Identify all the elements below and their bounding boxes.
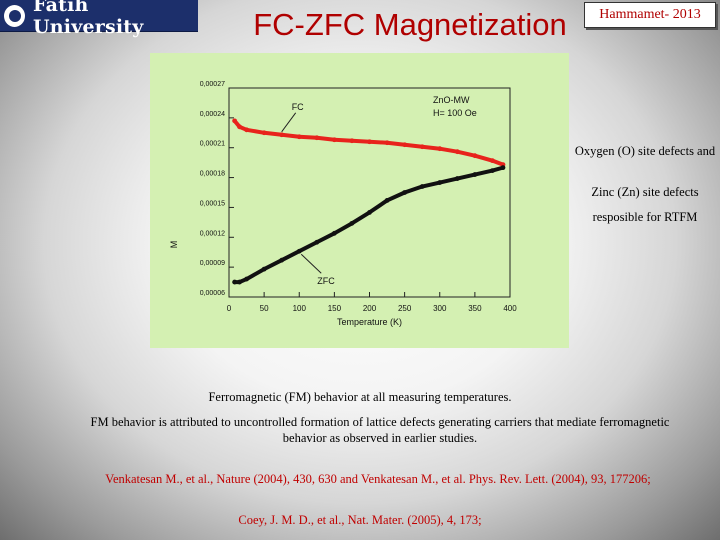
reference-coey: Coey, J. M. D., et al., Nat. Mater. (200…	[238, 513, 482, 527]
data-point-fc	[232, 118, 238, 124]
data-point-fc	[261, 130, 267, 136]
slide-title: FC-ZFC Magnetization	[253, 7, 567, 42]
data-point-fc	[490, 158, 495, 164]
data-point-zfc	[472, 172, 478, 177]
data-point-zfc	[500, 165, 506, 171]
y-tick-label: 0,00015	[200, 200, 225, 207]
side-note-zinc: Zinc (Zn) site defects	[591, 185, 699, 199]
reference-venkatesan: Venkatesan M., et al., Nature (2004), 43…	[105, 472, 651, 486]
series-line-zfc	[232, 165, 505, 285]
conference-badge: Hammamet- 2013	[584, 2, 716, 28]
x-axis-label: Temperature (K)	[337, 317, 402, 327]
university-logo: Fatih University	[0, 0, 198, 38]
data-point-zfc	[454, 176, 460, 181]
data-point-fc	[349, 138, 355, 144]
data-point-zfc	[244, 276, 249, 282]
x-tick-label: 250	[398, 304, 412, 313]
y-tick-label: 0,00009	[200, 260, 225, 267]
y-tick-label: 0,00021	[200, 141, 225, 148]
data-point-zfc	[384, 198, 390, 203]
x-tick-label: 150	[328, 304, 342, 313]
zfc-callout-line	[300, 253, 322, 274]
data-point-fc	[472, 153, 478, 159]
data-point-fc	[384, 140, 390, 146]
data-point-zfc	[402, 190, 408, 195]
fc-zfc-chart: 0,00006 0,00009 0,00012 0,00015 0,00018 0,000…	[169, 81, 517, 327]
series-line-fc	[232, 118, 505, 167]
data-point-zfc	[437, 180, 443, 185]
data-point-zfc	[232, 279, 238, 285]
data-point-fc	[279, 132, 285, 138]
data-point-zfc	[314, 239, 320, 245]
side-note-oxygen: Oxygen (O) site defects and	[574, 144, 716, 158]
data-point-fc	[437, 146, 443, 152]
fc-series-label: FC	[292, 102, 304, 112]
x-tick-label: 200	[363, 304, 377, 313]
data-point-zfc	[296, 248, 302, 254]
y-tick-label: 0,00006	[200, 290, 225, 297]
y-tick-label: 0,00012	[200, 230, 225, 237]
data-point-zfc	[367, 210, 372, 215]
data-point-fc	[331, 137, 337, 143]
data-point-zfc	[237, 279, 242, 285]
fc-callout-line	[281, 112, 297, 133]
side-note-rtfm: resposible for RTFM	[592, 210, 698, 224]
field-label: H= 100 Oe	[433, 108, 477, 118]
logo-text: Fatih University	[33, 0, 144, 38]
data-point-zfc	[261, 266, 267, 272]
sample-label: ZnO-MW	[433, 95, 470, 105]
data-point-fc	[402, 142, 408, 148]
data-point-zfc	[419, 184, 425, 189]
y-tick-label: 0,00024	[200, 111, 225, 118]
university-emblem-icon	[4, 4, 25, 27]
data-point-fc	[419, 144, 425, 150]
data-point-fc	[314, 135, 320, 141]
data-point-zfc	[331, 230, 337, 236]
x-tick-label: 0	[227, 304, 232, 313]
x-tick-label: 50	[260, 304, 269, 313]
data-point-fc	[454, 149, 460, 155]
body-line-fm: Ferromagnetic (FM) behavior at all measu…	[208, 390, 512, 404]
x-tick-label: 100	[293, 304, 307, 313]
data-point-fc	[244, 127, 249, 133]
x-tick-label: 300	[433, 304, 447, 313]
y-axis-label: M	[169, 241, 179, 249]
data-point-fc	[296, 134, 302, 140]
data-point-fc	[237, 124, 242, 130]
y-tick-label: 0,00018	[200, 171, 225, 178]
chart-panel: 0,00006 0,00009 0,00012 0,00015 0,00018 0,000…	[150, 53, 569, 348]
y-tick-label: 0,00027	[200, 81, 225, 88]
data-point-zfc	[490, 168, 495, 174]
data-point-fc	[367, 139, 372, 145]
x-tick-label: 400	[503, 304, 517, 313]
x-tick-label: 350	[468, 304, 482, 313]
zfc-series-label: ZFC	[317, 276, 335, 286]
data-point-zfc	[279, 257, 285, 263]
data-point-zfc	[349, 220, 355, 226]
body-line-defects: FM behavior is attributed to uncontrolle…	[90, 415, 670, 445]
